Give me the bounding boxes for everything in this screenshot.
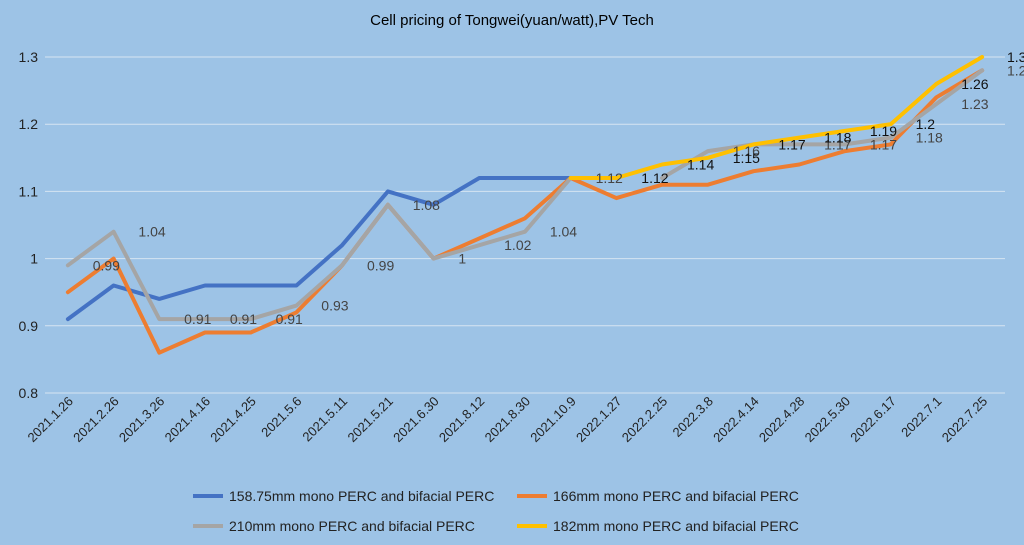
y-tick-label: 0.9 [19,318,39,334]
data-label: 0.91 [276,311,303,327]
data-label: 1.14 [687,157,714,173]
data-label: 0.91 [184,311,211,327]
data-label: 1.26 [961,76,988,92]
x-tick-label: 2022.7.25 [939,394,991,446]
x-tick-label: 2021.10.9 [527,394,579,446]
data-label: 1.17 [824,136,851,152]
data-label: 1.16 [733,143,760,159]
grid [45,56,1005,394]
legend: 158.75mm mono PERC and bifacial PERC 166m… [193,488,799,534]
x-axis: 2021.1.262021.2.262021.3.262021.4.162021… [24,394,990,446]
y-tick-label: 0.8 [19,385,39,401]
legend-label: 158.75mm mono PERC and bifacial PERC [229,488,494,504]
data-label: 1.17 [778,136,805,152]
data-label: 0.91 [230,311,257,327]
series-line-4 [568,55,985,180]
data-labels: 0.99 1.04 0.91 0.91 0.91 0.93 0.99 1.08 1 1.02 1.0… [93,49,1024,327]
x-tick-label: 2022.1.27 [573,394,625,446]
series-line-1 [65,176,573,322]
data-label: 0.93 [321,298,348,314]
y-axis: 0.8 0.9 1 1.1 1.2 1.3 [19,49,39,401]
data-label: 1.12 [596,170,623,186]
data-label: 1.12 [641,170,668,186]
data-label: 1.23 [961,96,988,112]
legend-label: 210mm mono PERC and bifacial PERC [229,518,475,534]
chart-title: Cell pricing of Tongwei(yuan/watt),PV Te… [370,12,654,29]
x-tick-label: 2021.5.11 [299,394,350,445]
series-lines [65,55,985,355]
x-tick-label: 2021.6.30 [390,394,442,446]
data-label: 1.28 [1007,62,1024,78]
x-tick-label: 2022.4.28 [756,394,808,446]
x-tick-label: 2021.8.30 [482,394,534,446]
x-tick-label: 2021.3.26 [116,394,168,446]
data-label: 1.3 [1007,49,1024,65]
data-label: 1.04 [550,224,577,240]
data-label: 1.08 [413,197,440,213]
y-tick-label: 1 [30,251,38,267]
data-label: 1.18 [824,130,851,146]
data-label: 1.02 [504,237,531,253]
data-label: 1.2 [916,116,936,132]
y-tick-label: 1.3 [19,49,39,65]
data-label: 1.04 [138,224,165,240]
x-tick-label: 2021.2.26 [70,394,122,446]
data-label: 0.99 [93,257,120,273]
data-label: 0.99 [367,257,394,273]
x-tick-label: 2022.7.1 [898,394,944,440]
data-label: 1.18 [916,130,943,146]
data-label: 1.17 [870,136,897,152]
legend-label: 166mm mono PERC and bifacial PERC [553,488,799,504]
x-tick-label: 2021.5.6 [258,394,304,440]
data-label: 1 [458,251,466,267]
y-tick-label: 1.2 [19,116,39,132]
x-tick-label: 2021.1.26 [24,394,76,446]
x-tick-label: 2021.4.16 [162,394,214,446]
x-tick-label: 2022.3.8 [670,394,716,440]
series-line-3 [65,176,573,322]
x-tick-label: 2022.6.17 [847,394,899,446]
series-line-2 [65,68,985,355]
series-line-3 [660,68,985,180]
data-label: 1.19 [870,123,897,139]
y-tick-label: 1.1 [19,183,39,199]
x-tick-label: 2022.4.14 [710,394,762,446]
x-tick-label: 2022.2.25 [619,394,671,446]
x-tick-label: 2021.5.21 [344,394,396,446]
data-label: 1.15 [733,150,760,166]
x-tick-label: 2022.5.30 [802,394,854,446]
legend-label: 182mm mono PERC and bifacial PERC [553,518,799,534]
x-tick-label: 2021.4.25 [207,394,259,446]
x-tick-label: 2021.8.12 [436,394,488,446]
